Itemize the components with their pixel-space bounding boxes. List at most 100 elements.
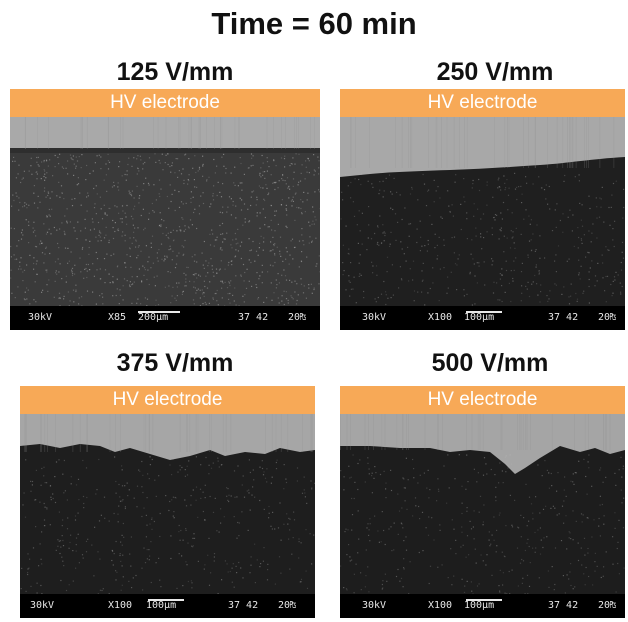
texture-speck <box>107 153 109 155</box>
texture-speck <box>348 544 350 546</box>
texture-speck <box>539 257 541 259</box>
texture-speck <box>259 172 261 174</box>
texture-speck <box>57 242 59 245</box>
texture-speck <box>471 187 473 189</box>
texture-speck <box>144 562 147 564</box>
texture-speck <box>375 472 377 474</box>
texture-speck <box>475 562 477 564</box>
texture-speck <box>193 286 195 288</box>
texture-speck <box>574 586 576 588</box>
texture-speck <box>401 523 403 525</box>
texture-speck <box>384 234 386 237</box>
texture-speck <box>220 196 223 198</box>
texture-speck <box>186 474 189 476</box>
texture-speck <box>252 486 254 488</box>
texture-speck <box>264 224 266 226</box>
texture-speck <box>554 260 556 262</box>
texture-speck <box>584 554 586 556</box>
texture-streak <box>311 414 312 452</box>
texture-speck <box>526 182 528 184</box>
texture-speck <box>267 193 269 196</box>
texture-speck <box>437 186 439 188</box>
texture-speck <box>244 221 246 223</box>
texture-speck <box>184 469 186 471</box>
texture-speck <box>77 512 79 514</box>
texture-speck <box>572 510 574 512</box>
texture-speck <box>256 215 258 217</box>
texture-speck <box>303 489 305 491</box>
texture-speck <box>272 249 274 251</box>
texture-speck <box>249 509 251 511</box>
texture-speck <box>434 247 436 249</box>
texture-speck <box>234 287 236 289</box>
texture-speck <box>170 248 172 250</box>
texture-speck <box>202 164 204 166</box>
texture-speck <box>34 245 37 248</box>
texture-speck <box>259 242 261 244</box>
texture-streak <box>225 414 227 452</box>
texture-speck <box>108 239 110 241</box>
texture-speck <box>409 268 411 270</box>
texture-speck <box>486 231 488 233</box>
texture-speck <box>163 220 165 222</box>
texture-speck <box>35 263 37 265</box>
texture-speck <box>115 579 117 581</box>
texture-speck <box>181 466 183 469</box>
texture-speck <box>56 195 58 197</box>
texture-speck <box>124 173 126 176</box>
texture-speck <box>227 499 229 501</box>
texture-speck <box>254 582 256 584</box>
texture-speck <box>311 240 313 242</box>
texture-speck <box>151 528 153 530</box>
texture-speck <box>548 586 550 588</box>
texture-streak <box>25 117 26 149</box>
texture-speck <box>250 165 252 167</box>
texture-speck <box>566 574 568 576</box>
texture-streak <box>79 414 81 452</box>
texture-speck <box>359 459 361 461</box>
texture-streak <box>406 414 407 450</box>
texture-speck <box>516 547 519 549</box>
texture-speck <box>271 229 273 231</box>
texture-speck <box>416 228 418 230</box>
texture-speck <box>389 243 391 245</box>
texture-speck <box>364 586 366 588</box>
texture-speck <box>389 245 391 247</box>
texture-speck <box>184 285 186 287</box>
texture-speck <box>199 289 201 291</box>
texture-speck <box>355 302 357 304</box>
texture-speck <box>126 482 128 484</box>
texture-speck <box>513 269 515 271</box>
texture-speck <box>97 221 100 224</box>
texture-speck <box>491 534 493 536</box>
texture-speck <box>536 283 538 285</box>
texture-speck <box>165 495 167 497</box>
texture-speck <box>610 283 612 286</box>
texture-speck <box>35 235 37 237</box>
texture-speck <box>266 579 269 581</box>
texture-speck <box>527 281 529 283</box>
texture-streak <box>408 414 409 450</box>
texture-speck <box>221 249 223 251</box>
texture-speck <box>452 215 454 217</box>
texture-speck <box>33 262 35 265</box>
texture-speck <box>538 176 540 178</box>
texture-speck <box>194 208 196 210</box>
texture-speck <box>608 206 610 209</box>
texture-speck <box>62 519 64 521</box>
texture-speck <box>160 225 162 228</box>
texture-streak <box>613 117 615 168</box>
texture-speck <box>187 266 189 269</box>
texture-speck <box>619 282 621 284</box>
texture-speck <box>371 261 373 263</box>
sem-id: 37 42 <box>238 312 269 323</box>
texture-speck <box>271 528 273 530</box>
texture-speck <box>264 477 267 479</box>
texture-speck <box>492 196 494 198</box>
texture-speck <box>523 517 525 519</box>
texture-speck <box>535 547 537 549</box>
texture-speck <box>281 178 283 180</box>
texture-speck <box>583 234 585 236</box>
texture-speck <box>219 268 221 270</box>
texture-speck <box>250 153 253 155</box>
